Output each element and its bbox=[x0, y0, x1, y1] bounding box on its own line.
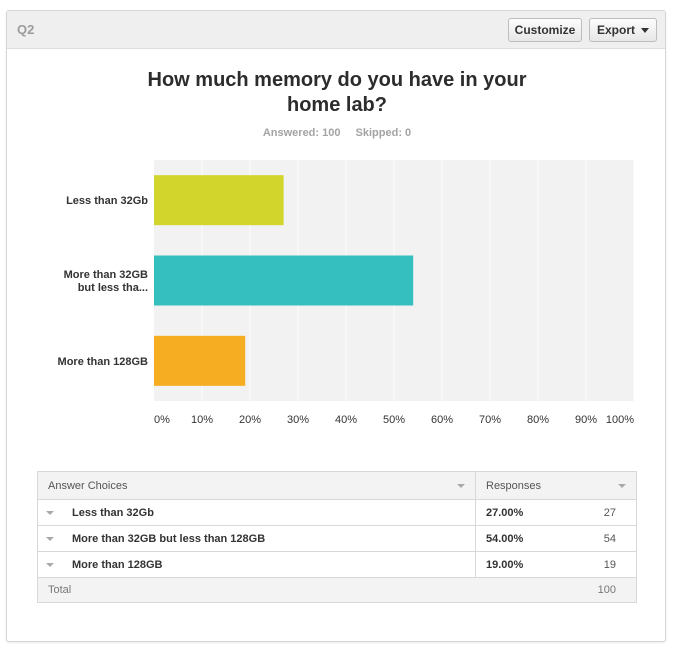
skipped-count: Skipped: 0 bbox=[355, 127, 412, 139]
question-card: Q2 Customize Export How much memory do y… bbox=[6, 10, 666, 642]
x-tick-label: 100% bbox=[606, 414, 634, 426]
column-header-answer-choices[interactable]: Answer Choices bbox=[38, 472, 476, 499]
response-stats: Answered: 100 Skipped: 0 bbox=[7, 127, 667, 139]
percent-cell: 19.00% bbox=[486, 558, 524, 571]
column-header-responses-label: Responses bbox=[486, 479, 542, 492]
bar bbox=[154, 175, 284, 226]
table-row: Less than 32Gb 27.00% 27 bbox=[38, 500, 636, 526]
table-row: More than 32GB but less than 128GB 54.00… bbox=[38, 526, 636, 552]
table-row: More than 128GB 19.00% 19 bbox=[38, 552, 636, 578]
x-tick-label: 0% bbox=[154, 414, 170, 426]
customize-button[interactable]: Customize bbox=[508, 18, 582, 42]
x-tick-label: 80% bbox=[527, 414, 549, 426]
export-button[interactable]: Export bbox=[589, 18, 657, 42]
bar-chart: 0% 10% 20% 30% 40% 50% 60% 70% 80% 90% 100% Less th… bbox=[58, 160, 635, 426]
expand-caret-icon[interactable] bbox=[46, 563, 54, 567]
x-tick-label: 20% bbox=[239, 414, 261, 426]
x-tick-label: 30% bbox=[287, 414, 309, 426]
count-cell: 54 bbox=[603, 532, 616, 545]
x-tick-label: 90% bbox=[575, 414, 597, 426]
chevron-down-icon bbox=[641, 28, 650, 33]
percent-cell: 27.00% bbox=[486, 506, 524, 519]
category-label: More than 32GB bbox=[64, 269, 148, 281]
category-label: Less than 32Gb bbox=[66, 195, 148, 207]
export-button-label: Export bbox=[597, 23, 636, 37]
x-tick-label: 70% bbox=[479, 414, 501, 426]
customize-button-label: Customize bbox=[514, 23, 576, 37]
question-title-line-2: home lab? bbox=[286, 94, 387, 116]
count-cell: 19 bbox=[603, 558, 616, 571]
bar bbox=[154, 255, 414, 306]
answer-cell: More than 32GB but less than 128GB bbox=[38, 526, 476, 551]
table-header: Answer Choices Responses bbox=[38, 472, 636, 500]
sort-caret-icon[interactable] bbox=[618, 484, 626, 488]
table-footer: Total 100 bbox=[38, 578, 636, 602]
total-label: Total bbox=[48, 584, 72, 596]
question-title: How much memory do you have in your home… bbox=[7, 68, 667, 118]
category-label: but less tha... bbox=[78, 282, 148, 294]
count-cell: 27 bbox=[603, 506, 616, 519]
answer-label: More than 32GB but less than 128GB bbox=[72, 532, 266, 545]
expand-caret-icon[interactable] bbox=[46, 511, 54, 515]
category-label: More than 128GB bbox=[58, 356, 149, 368]
column-header-answer-label: Answer Choices bbox=[48, 479, 128, 492]
question-title-line-1: How much memory do you have in your bbox=[147, 69, 527, 91]
answer-label: Less than 32Gb bbox=[72, 506, 154, 519]
responses-table: Answer Choices Responses Less than 32Gb … bbox=[37, 471, 637, 603]
answer-cell: More than 128GB bbox=[38, 552, 476, 577]
percent-cell: 54.00% bbox=[486, 532, 524, 545]
x-tick-label: 60% bbox=[431, 414, 453, 426]
sort-caret-icon[interactable] bbox=[457, 484, 465, 488]
answer-label: More than 128GB bbox=[72, 558, 163, 571]
x-tick-label: 50% bbox=[383, 414, 405, 426]
column-header-responses[interactable]: Responses bbox=[476, 472, 636, 499]
x-tick-label: 10% bbox=[191, 414, 213, 426]
bar bbox=[154, 335, 246, 386]
answer-cell: Less than 32Gb bbox=[38, 500, 476, 525]
total-value: 100 bbox=[597, 584, 616, 596]
answered-count: Answered: 100 bbox=[262, 127, 341, 139]
x-tick-label: 40% bbox=[335, 414, 357, 426]
card-header: Q2 Customize Export bbox=[7, 11, 665, 49]
question-number: Q2 bbox=[17, 22, 35, 37]
expand-caret-icon[interactable] bbox=[46, 537, 54, 541]
